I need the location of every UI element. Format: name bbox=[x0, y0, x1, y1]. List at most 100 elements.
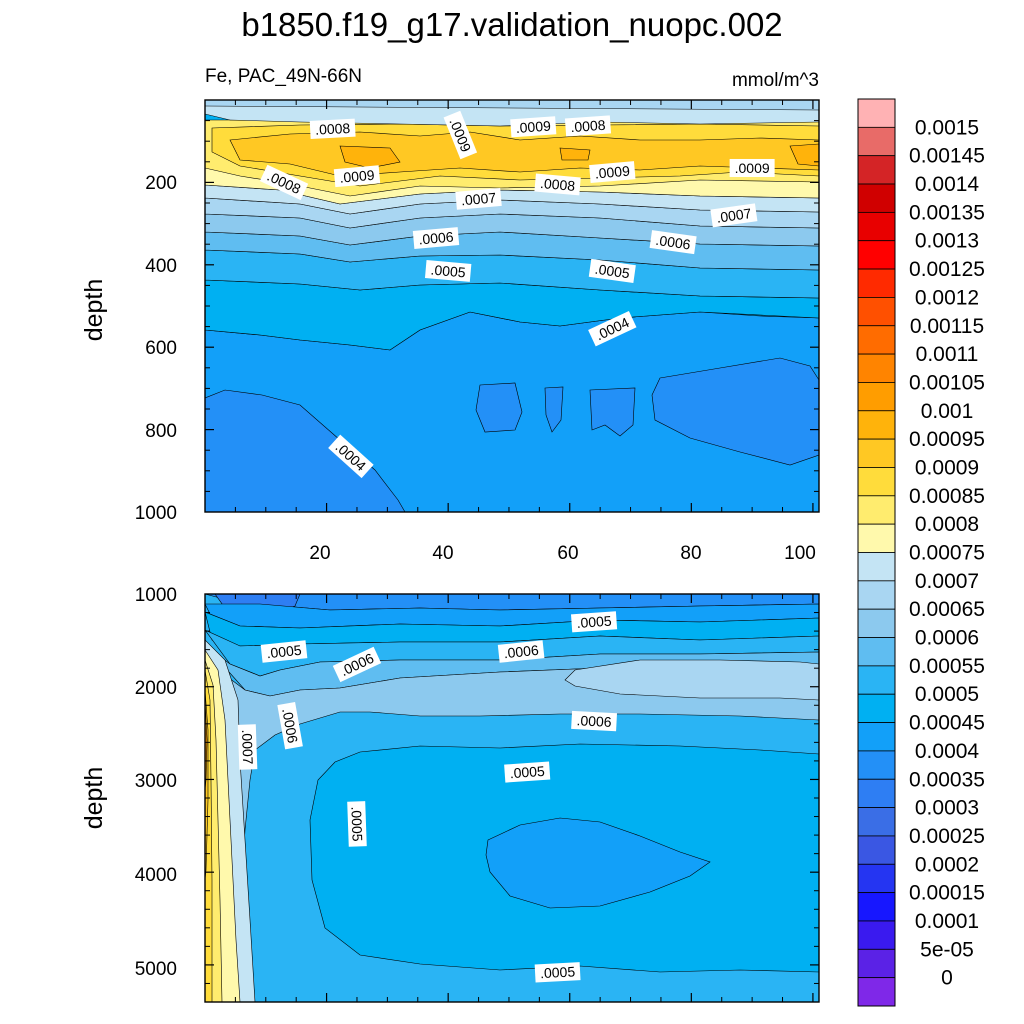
colorbar-label: 0.0008 bbox=[915, 513, 979, 536]
contour-label-text: .0005 bbox=[509, 763, 545, 781]
colorbar-label: 0.0004 bbox=[915, 740, 980, 763]
colorbar-box bbox=[857, 438, 896, 468]
contour-label-box bbox=[455, 187, 502, 210]
contour-label-box bbox=[570, 611, 618, 633]
colorbar-box bbox=[857, 948, 896, 979]
contour-label-box bbox=[333, 165, 381, 188]
contour-label-box bbox=[504, 761, 551, 783]
contour-label-text: .0008 bbox=[315, 120, 351, 138]
contour-label: .0007 bbox=[710, 203, 758, 228]
colorbar-box bbox=[857, 977, 896, 1007]
contour-label-text: .0005 bbox=[594, 261, 631, 282]
colorbar-box bbox=[857, 410, 896, 440]
lower-ticks bbox=[205, 594, 819, 1002]
colorbar-label: 0.00055 bbox=[909, 655, 985, 678]
contour-label: .0005 bbox=[588, 258, 636, 284]
colorbar-box bbox=[857, 240, 896, 270]
contour-label-box bbox=[571, 710, 618, 732]
colorbar-box bbox=[857, 467, 896, 497]
contour-label: .0008 bbox=[564, 115, 612, 137]
contour-label-text: .0006 bbox=[655, 232, 692, 253]
lower-ytick-3000: 3000 bbox=[135, 771, 177, 792]
contour-label-text: .0007 bbox=[715, 205, 752, 226]
colorbar-frame bbox=[857, 98, 896, 1007]
upper-xtick-60: 60 bbox=[557, 543, 578, 564]
contour-label: .0007 bbox=[455, 187, 502, 210]
colorbar-label: 0.00145 bbox=[909, 145, 985, 168]
contour-label-text: .0006 bbox=[503, 642, 540, 662]
colorbar-label: 0.0015 bbox=[915, 116, 979, 139]
colorbar-label: 0.00025 bbox=[909, 825, 985, 848]
colorbar-box bbox=[857, 835, 896, 865]
colorbar-label: 0.001 bbox=[921, 400, 974, 423]
colorbar-label: 0.00035 bbox=[909, 768, 985, 791]
contour-label-text: .0009 bbox=[339, 167, 376, 186]
colorbar-label: 0.0011 bbox=[916, 343, 979, 366]
contour-label-box bbox=[534, 173, 581, 196]
upper-fill-surface-b bbox=[205, 105, 819, 127]
colorbar-box bbox=[857, 892, 896, 922]
colorbar-box bbox=[857, 665, 896, 695]
contour-label-box bbox=[497, 640, 545, 663]
upper-ytick-400: 400 bbox=[145, 256, 177, 277]
contour-label: .0007 bbox=[237, 724, 258, 770]
contour-label: .0005 bbox=[534, 962, 581, 983]
contour-label-box bbox=[424, 260, 472, 282]
colorbar-label: 0.0014 bbox=[915, 173, 980, 196]
contour-label-box bbox=[260, 640, 308, 663]
colorbar-box bbox=[857, 297, 896, 327]
colorbar-label: 0.00075 bbox=[909, 542, 985, 565]
contour-label-box bbox=[259, 164, 309, 201]
lower-ytick-1000: 1000 bbox=[135, 585, 177, 606]
colorbar: 0.0015 0.00145 0.0014 0.00135 0.0013 0.00125 0… bbox=[857, 98, 985, 1007]
colorbar-label: 0.0013 bbox=[915, 230, 979, 253]
units-label: mmol/m^3 bbox=[732, 70, 819, 91]
lower-fill-00065 bbox=[564, 659, 819, 701]
contour-label-text: .0007 bbox=[239, 729, 256, 765]
upper-xtick-40: 40 bbox=[432, 543, 453, 564]
upper-ytick-800: 800 bbox=[145, 421, 177, 442]
contour-label-text: .0005 bbox=[540, 963, 576, 981]
contour-label-box bbox=[237, 724, 258, 770]
contour-label: .0009 bbox=[510, 116, 557, 138]
colorbar-box bbox=[857, 552, 896, 582]
upper-ylabel: depth bbox=[80, 279, 108, 342]
upper-contour-fill bbox=[205, 100, 819, 512]
colorbar-box bbox=[857, 637, 896, 667]
colorbar-labels: 0.0015 0.00145 0.0014 0.00135 0.0013 0.00125 0… bbox=[909, 116, 985, 989]
upper-ytick-1000: 1000 bbox=[135, 503, 177, 524]
colorbar-label: 0.0012 bbox=[915, 286, 979, 309]
contour-label: .0009 bbox=[589, 161, 636, 184]
colorbar-label: 0.0009 bbox=[915, 456, 979, 479]
contour-label-text: .0007 bbox=[460, 189, 497, 208]
figure-title: b1850.f19_g17.validation_nuopc.002 bbox=[241, 6, 782, 43]
contour-label-text: .0005 bbox=[348, 806, 365, 842]
colorbar-label: 0.00095 bbox=[909, 428, 985, 451]
contour-label-text: .0005 bbox=[576, 613, 612, 631]
contour-label: .0006 bbox=[332, 646, 382, 683]
lower-ytick-2000: 2000 bbox=[135, 678, 177, 699]
colorbar-box bbox=[857, 268, 896, 298]
upper-fill-00035-d bbox=[589, 387, 636, 437]
upper-ytick-200: 200 bbox=[145, 173, 177, 194]
colorbar-label: 0.00105 bbox=[909, 371, 985, 394]
colorbar-label: 0.00135 bbox=[909, 201, 985, 224]
contour-label-box bbox=[534, 962, 581, 983]
lower-ylabel: depth bbox=[80, 767, 108, 830]
colorbar-box bbox=[857, 155, 896, 185]
contour-label-box bbox=[510, 116, 557, 138]
lower-panel: 1000 2000 3000 4000 5000 depth .0005.000… bbox=[80, 585, 820, 1003]
upper-ticks bbox=[205, 100, 819, 512]
contour-label-text: .0005 bbox=[430, 261, 467, 280]
contour-label-box bbox=[309, 118, 356, 140]
contour-label: .0009 bbox=[729, 158, 775, 177]
contour-label: .0005 bbox=[260, 640, 308, 663]
contour-label-box bbox=[412, 227, 460, 249]
colorbar-box bbox=[857, 126, 896, 157]
colorbar-box bbox=[857, 693, 896, 723]
contour-label-box bbox=[564, 115, 612, 137]
contour-label-box bbox=[443, 110, 478, 160]
lower-ytick-4000: 4000 bbox=[135, 865, 177, 886]
contour-label-box bbox=[347, 801, 367, 847]
